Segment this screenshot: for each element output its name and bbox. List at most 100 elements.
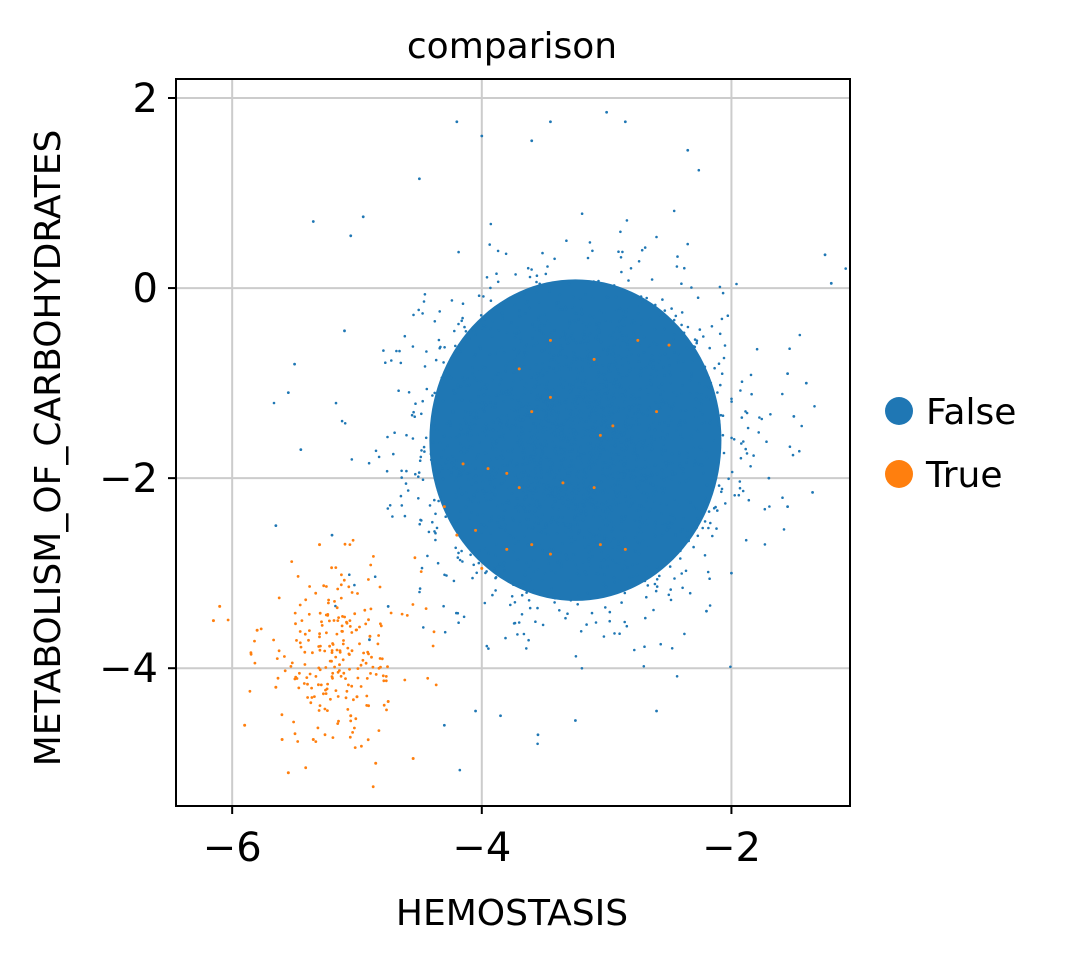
y-tick-label: 2 <box>133 76 158 122</box>
data-point-false <box>557 515 560 519</box>
data-point-false <box>646 429 649 433</box>
data-point-false <box>510 398 514 401</box>
data-point-false <box>548 487 552 491</box>
data-point-false <box>508 461 512 465</box>
data-point-true <box>376 642 380 646</box>
data-point-false <box>568 383 571 387</box>
data-point-false <box>541 623 545 627</box>
data-point-false <box>589 487 593 491</box>
data-point-false <box>685 499 689 503</box>
data-point-false <box>660 450 663 453</box>
data-point-false <box>484 525 488 529</box>
data-point-false <box>647 545 651 548</box>
data-point-false <box>730 436 733 440</box>
data-point-false <box>705 395 708 399</box>
data-point-false <box>658 422 661 426</box>
data-point-false <box>611 418 615 422</box>
data-point-false <box>555 301 558 305</box>
data-point-false <box>556 561 559 564</box>
data-point-false <box>392 452 395 456</box>
data-point-false <box>520 613 524 616</box>
data-point-true <box>293 677 297 681</box>
data-point-false <box>665 503 668 506</box>
data-point-false <box>630 322 633 326</box>
data-point-false <box>602 373 606 376</box>
data-point-false <box>534 471 537 475</box>
data-point-false <box>554 371 558 374</box>
data-point-false <box>538 392 542 396</box>
data-point-false <box>513 336 517 339</box>
data-point-false <box>697 401 701 404</box>
data-point-false <box>543 572 547 575</box>
data-point-false <box>476 513 479 517</box>
data-point-false <box>569 579 572 582</box>
data-point-false <box>660 476 663 480</box>
data-point-false <box>592 409 595 413</box>
data-point-false <box>580 308 583 312</box>
data-point-false <box>530 139 534 143</box>
data-point-false <box>526 402 529 406</box>
data-point-false <box>577 371 580 375</box>
data-point-false <box>435 462 438 466</box>
data-point-false <box>591 363 594 367</box>
data-point-false <box>636 486 640 490</box>
data-point-false <box>450 461 454 464</box>
data-point-false <box>598 448 602 452</box>
data-point-false <box>688 379 692 382</box>
data-point-false <box>508 392 512 396</box>
data-point-false <box>598 401 601 405</box>
data-point-false <box>693 338 697 341</box>
data-point-false <box>382 349 385 352</box>
data-point-false <box>639 374 642 378</box>
data-point-false <box>535 499 538 503</box>
data-point-true <box>226 618 230 622</box>
data-point-false <box>617 423 620 426</box>
data-point-false <box>521 314 525 318</box>
data-point-false <box>624 419 627 423</box>
data-point-false <box>443 630 447 634</box>
data-point-false <box>560 565 563 569</box>
data-point-false <box>549 322 552 326</box>
data-point-false <box>589 564 593 568</box>
data-point-false <box>602 635 606 638</box>
data-point-false <box>673 517 676 521</box>
data-point-false <box>575 475 578 478</box>
data-point-false <box>636 531 639 535</box>
data-point-true <box>325 585 328 588</box>
data-point-false <box>489 299 493 303</box>
data-point-false <box>572 339 575 342</box>
data-point-false <box>614 362 618 365</box>
data-point-false <box>597 479 601 483</box>
data-point-false <box>571 499 575 502</box>
data-point-false <box>811 490 814 494</box>
data-point-false <box>533 509 537 513</box>
data-point-false <box>649 373 653 376</box>
data-point-false <box>611 558 614 562</box>
data-point-false <box>685 461 688 464</box>
data-point-false <box>573 442 577 446</box>
data-point-false <box>529 390 533 394</box>
data-point-false <box>606 466 609 469</box>
data-point-false <box>511 447 514 451</box>
data-point-true <box>382 679 386 683</box>
data-point-false <box>708 577 711 580</box>
data-point-false <box>531 526 534 529</box>
data-point-true <box>381 674 385 678</box>
data-point-false <box>597 322 601 325</box>
data-point-true <box>329 697 332 701</box>
data-point-false <box>639 367 643 370</box>
data-point-false <box>554 422 558 426</box>
data-point-false <box>572 355 576 359</box>
data-point-false <box>528 374 532 378</box>
data-point-false <box>460 398 464 402</box>
legend-label-false: False <box>926 392 1016 433</box>
data-point-false <box>614 561 617 564</box>
data-point-false <box>533 520 536 524</box>
data-point-false <box>623 536 627 539</box>
data-point-false <box>529 345 533 349</box>
data-point-false <box>350 458 354 461</box>
data-point-true <box>335 632 339 636</box>
data-point-false <box>386 605 390 608</box>
data-point-false <box>536 568 540 571</box>
legend-marker-false <box>885 397 913 425</box>
